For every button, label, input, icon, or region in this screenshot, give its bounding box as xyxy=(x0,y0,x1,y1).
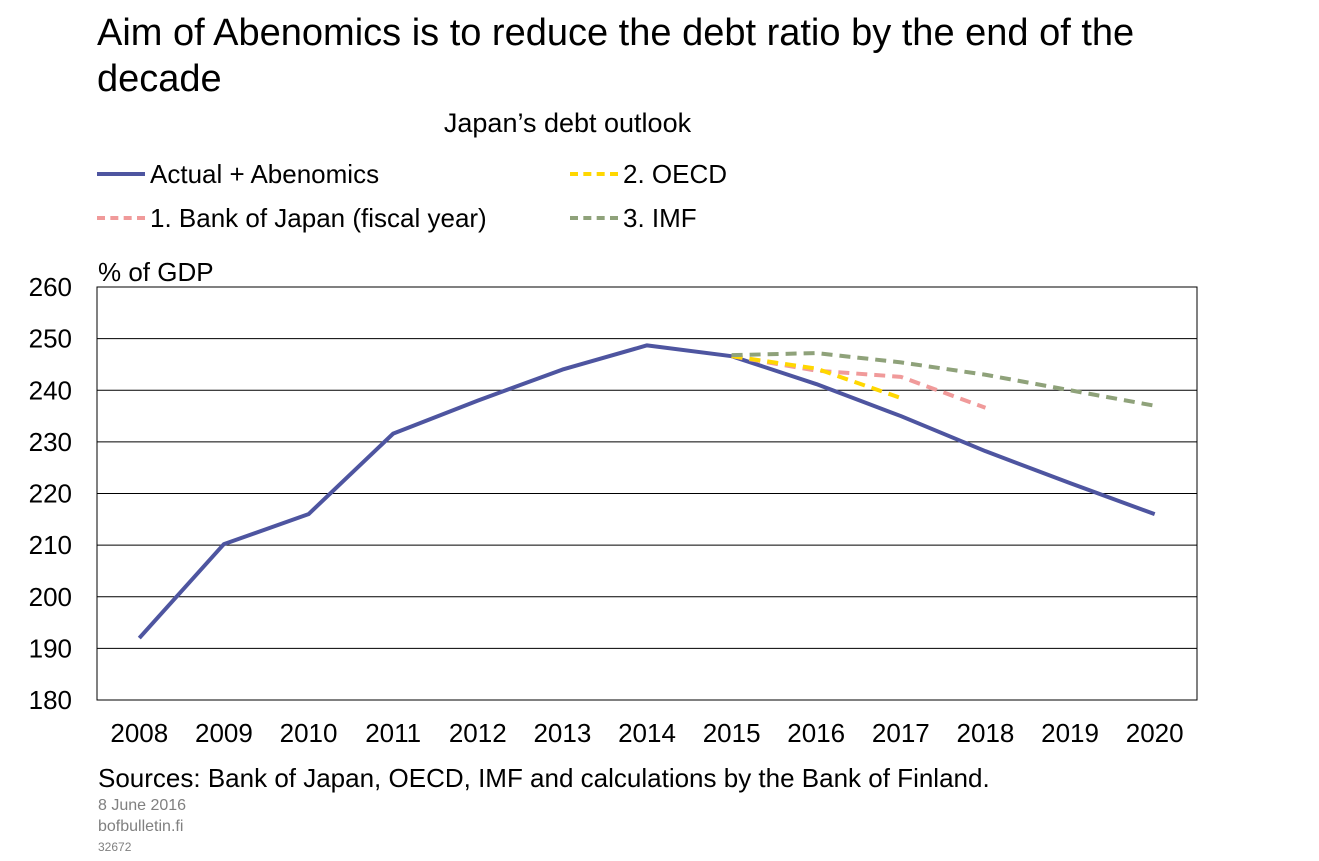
chart-id: 32672 xyxy=(98,840,132,854)
x-tick-label: 2018 xyxy=(957,718,1015,748)
x-tick-label: 2010 xyxy=(280,718,338,748)
series-line-2-oecd xyxy=(731,354,902,400)
y-tick-label: 190 xyxy=(29,633,72,663)
x-tick-label: 2014 xyxy=(618,718,676,748)
x-tick-label: 2012 xyxy=(449,718,507,748)
y-tick-label: 260 xyxy=(29,272,72,302)
publication-date: 8 June 2016 xyxy=(98,797,187,814)
legend-label-boj: 1. Bank of Japan (fiscal year) xyxy=(150,202,487,233)
y-axis-unit-label: % of GDP xyxy=(98,257,214,287)
y-tick-label: 230 xyxy=(29,427,72,457)
series-line-3-imf xyxy=(731,351,1156,408)
y-tick-label: 180 xyxy=(29,685,72,715)
slide-title: Aim of Abenomics is to reduce the debt r… xyxy=(97,12,1135,100)
legend-label-oecd: 2. OECD xyxy=(623,158,728,189)
legend-label-imf: 3. IMF xyxy=(623,202,697,233)
legend-swatch-actual xyxy=(97,172,145,176)
legend-label-actual: Actual + Abenomics xyxy=(150,158,380,189)
x-tick-label: 2019 xyxy=(1041,718,1099,748)
legend-swatch-imf xyxy=(570,216,618,220)
legend-item-imf: 3. IMF xyxy=(570,202,697,234)
legend-item-actual: Actual + Abenomics xyxy=(97,158,379,190)
x-tick-label: 2008 xyxy=(110,718,168,748)
y-tick-label: 220 xyxy=(29,479,72,509)
y-tick-label: 250 xyxy=(29,324,72,354)
y-tick-label: 240 xyxy=(29,375,72,405)
legend-swatch-boj xyxy=(97,216,145,220)
site-name: bofbulletin.fi xyxy=(98,818,184,835)
legend-swatch-oecd xyxy=(570,172,618,176)
y-tick-label: 210 xyxy=(29,530,72,560)
series-line-actual-abenomics xyxy=(137,343,1156,640)
x-tick-label: 2016 xyxy=(787,718,845,748)
legend-item-oecd: 2. OECD xyxy=(570,158,727,190)
legend-item-boj: 1. Bank of Japan (fiscal year) xyxy=(97,202,487,234)
sources-note: Sources: Bank of Japan, OECD, IMF and ca… xyxy=(98,763,990,793)
x-tick-label: 2009 xyxy=(195,718,253,748)
x-tick-label: 2011 xyxy=(365,718,421,748)
chart-title: Japan’s debt outlook xyxy=(443,108,692,138)
plot-area-frame xyxy=(96,286,1198,701)
x-tick-label: 2013 xyxy=(533,718,591,748)
x-tick-label: 2015 xyxy=(703,718,761,748)
x-tick-label: 2020 xyxy=(1126,718,1184,748)
y-tick-label: 200 xyxy=(29,582,72,612)
x-tick-label: 2017 xyxy=(872,718,930,748)
